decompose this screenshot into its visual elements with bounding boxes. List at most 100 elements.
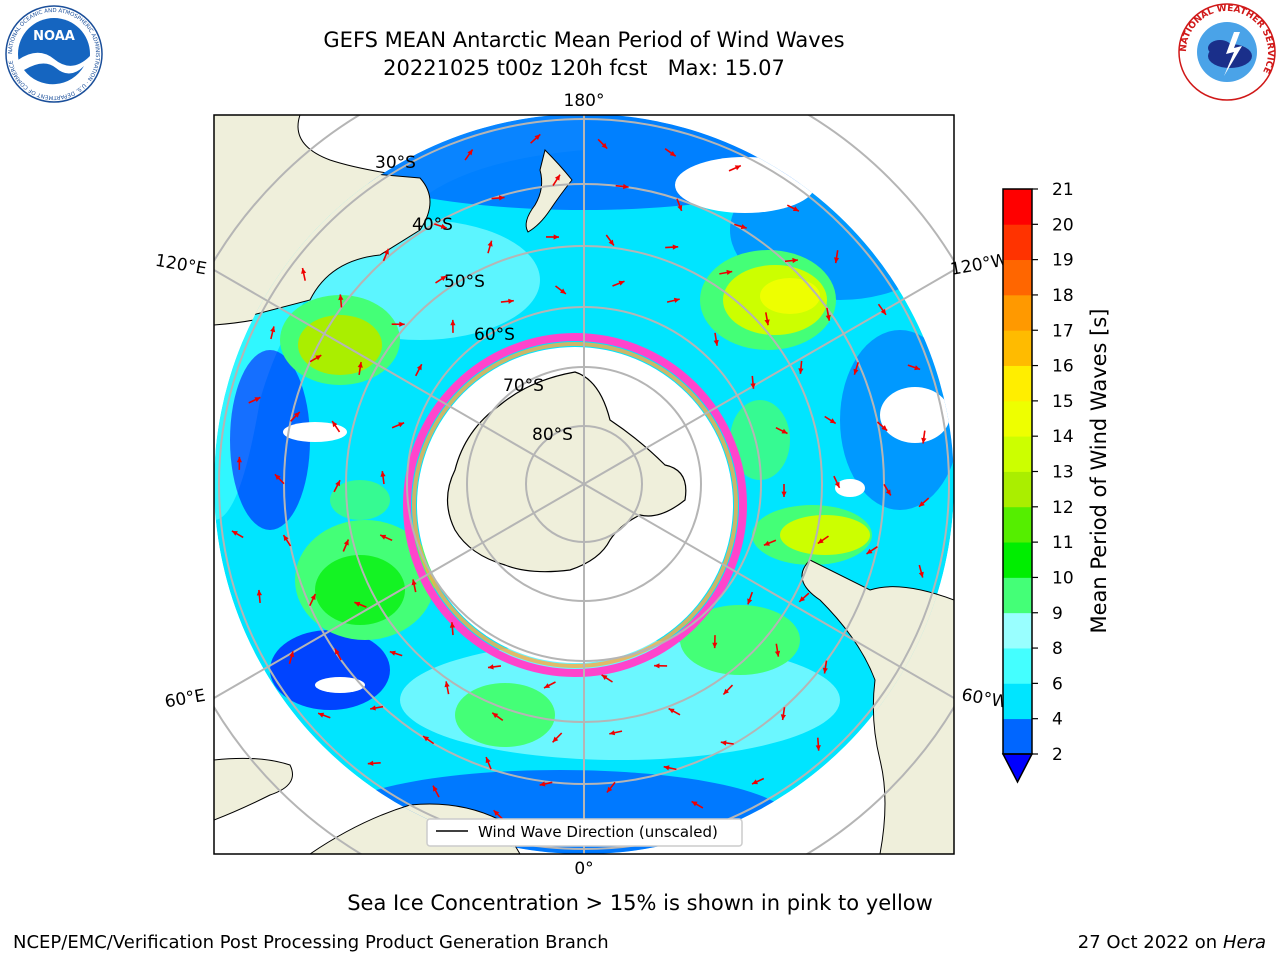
wave-direction-arrow: [907, 364, 921, 371]
wave-direction-arrow: [798, 360, 804, 374]
graticule: [214, 115, 954, 854]
colorbar-segment: [1003, 648, 1032, 684]
colorbar-segment: [1003, 365, 1032, 402]
wave-direction-arrow: [668, 707, 681, 716]
wave-direction-arrow: [722, 684, 734, 696]
wave-direction-arrow: [434, 223, 447, 229]
wave-direction-arrow: [866, 546, 878, 555]
wave-direction-arrow: [543, 681, 556, 689]
wave-direction-arrow: [786, 204, 800, 212]
wave-direction-arrow: [391, 321, 405, 327]
wave-direction-arrow: [450, 319, 456, 333]
wave-direction-arrow: [256, 589, 262, 603]
colorbar-tick-label: 16: [1052, 357, 1074, 377]
wave-direction-arrow: [500, 298, 514, 304]
colorbar-tick-label: 20: [1052, 215, 1074, 235]
wave-direction-arrow: [663, 765, 677, 771]
wave-direction-arrow: [342, 539, 350, 552]
wave-direction-arrow: [487, 240, 493, 254]
colorbar-tick-label: 19: [1052, 251, 1074, 271]
wave-direction-arrow: [676, 198, 683, 212]
wave-direction-arrow: [921, 430, 927, 444]
wave-direction-arrow: [691, 800, 704, 809]
colorbar-segment: [1003, 471, 1032, 508]
colorbar-tick-label: 10: [1052, 568, 1074, 588]
wave-direction-arrow: [719, 269, 733, 275]
wave-direction-arrow: [309, 593, 317, 607]
wave-direction-arrow: [301, 267, 307, 281]
wave-direction-arrow: [357, 361, 363, 376]
footer-date-text: 27 Oct 2022 on: [1077, 932, 1223, 953]
wave-direction-arrow: [712, 635, 718, 649]
colorbar-tick-label: 18: [1052, 286, 1074, 306]
wave-direction-arrow: [654, 663, 668, 669]
colorbar-tick-label: 17: [1052, 321, 1074, 341]
sea-ice-caption: Sea Ice Concentration > 15% is shown in …: [347, 891, 933, 915]
lon-label-180: 180°: [564, 91, 605, 111]
wave-direction-arrow: [747, 591, 754, 605]
lon-label-120e: 120°E: [154, 251, 208, 280]
wave-direction-arrow: [780, 707, 786, 721]
wave-direction-arrow: [539, 781, 553, 787]
wave-direction-arrow: [728, 164, 742, 172]
lat-label-80s: 80°S: [532, 425, 573, 445]
colorbar-tick-label: 12: [1052, 498, 1074, 518]
wave-direction-arrow: [774, 643, 781, 657]
colorbar-tick-label: 15: [1052, 392, 1074, 412]
wave-direction-arrow: [485, 756, 492, 770]
wave-direction-arrow: [798, 592, 810, 603]
wave-direction-arrow: [853, 362, 859, 375]
wave-direction-arrow: [491, 712, 504, 722]
colorbar-segment: [1003, 683, 1032, 720]
lat-label-60s: 60°S: [474, 325, 515, 345]
wave-direction-arrow: [781, 484, 787, 497]
colorbar-tick-label: 6: [1052, 674, 1063, 694]
wave-direction-arrow: [601, 674, 613, 683]
colorbar-segment: [1003, 224, 1032, 261]
colorbar-segment: [1003, 577, 1032, 614]
wave-direction-arrow: [775, 426, 788, 435]
lat-label-70s: 70°S: [503, 376, 544, 396]
lat-label-40s: 40°S: [412, 215, 453, 235]
wave-direction-arrow: [555, 285, 567, 295]
noaa-logo-text: NOAA: [33, 29, 75, 44]
footer-date: 27 Oct 2022 on Hera: [1078, 932, 1266, 953]
colorbar-segment: [1003, 542, 1032, 578]
wave-direction-arrow: [491, 195, 505, 201]
wave-direction-arrow: [248, 396, 261, 404]
wave-direction-arrow: [288, 651, 295, 665]
wave-direction-arrow: [918, 497, 930, 508]
lon-label-0: 0°: [574, 859, 593, 879]
wave-direction-arrow: [354, 601, 367, 608]
wave-direction-arrow: [370, 705, 384, 711]
wave-direction-arrow: [309, 354, 322, 363]
wave-direction-arrow: [824, 415, 837, 425]
legend-label: Wind Wave Direction (unscaled): [478, 823, 718, 841]
colorbar: 2 4 6 8 9 10 11 12 13 14 15 16 17 18 19 20 21 Mean Perio…: [1001, 180, 1111, 784]
wave-direction-arrow: [609, 730, 623, 736]
wave-direction-arrow: [833, 475, 841, 489]
colorbar-segment: [1003, 259, 1032, 296]
colorbar-segment: [1003, 612, 1032, 649]
wave-direction-arrow: [290, 411, 301, 422]
wave-direction-arrow: [487, 664, 502, 670]
colorbar-tick-label: 8: [1052, 639, 1063, 659]
colorbar-segment: [1003, 189, 1032, 225]
lat-label-50s: 50°S: [444, 272, 485, 292]
colorbar-under-arrow: [1001, 753, 1034, 784]
wave-direction-arrow: [605, 234, 615, 246]
wave-direction-arrow: [720, 740, 734, 746]
colorbar-tick-label: 4: [1052, 710, 1063, 730]
colorbar-tick-label: 21: [1052, 180, 1074, 200]
sea-ice-edge: [403, 333, 747, 677]
wave-direction-arrow: [317, 712, 331, 719]
wave-direction-arrow: [751, 777, 765, 785]
wave-direction-arrow: [883, 483, 892, 496]
colorbar-tick-label: 13: [1052, 463, 1074, 483]
wave-direction-arrow: [664, 148, 677, 157]
lon-label-120w: 120°W: [949, 250, 1010, 280]
wave-direction-arrow: [411, 579, 417, 593]
footer-organization: NCEP/EMC/Verification Post Processing Pr…: [13, 932, 609, 953]
noaa-logo: NATIONAL OCEANIC AND ATMOSPHERIC ADMINIS…: [5, 5, 103, 103]
